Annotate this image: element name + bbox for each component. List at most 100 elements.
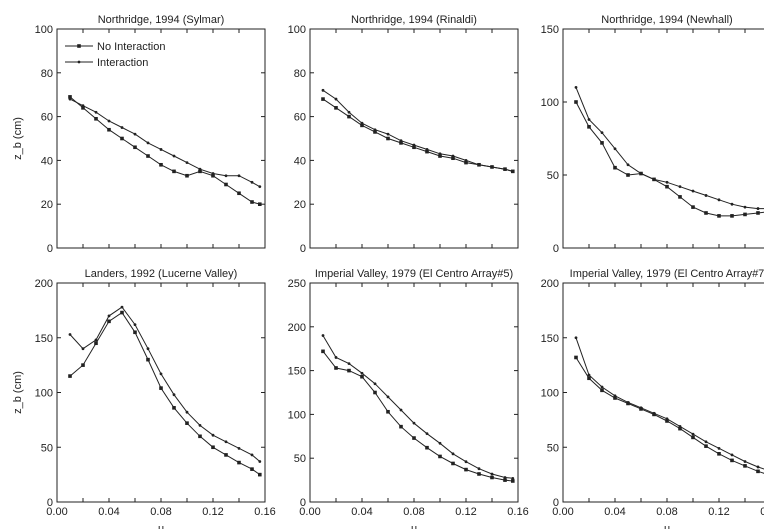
data-point: [120, 136, 124, 141]
data-point: [146, 154, 150, 158]
data-point: [250, 200, 254, 204]
legend-marker: [77, 60, 81, 64]
data-point: [490, 165, 494, 169]
y-tick-label: 20: [41, 199, 53, 211]
data-point: [198, 423, 202, 427]
data-point: [490, 475, 494, 480]
panel-title: Northridge, 1994 (Sylmar): [98, 14, 225, 26]
y-tick-label: 100: [35, 388, 53, 400]
data-point: [133, 330, 137, 335]
data-point: [477, 472, 481, 476]
data-point: [107, 314, 111, 318]
data-point: [334, 106, 338, 110]
data-point: [425, 432, 429, 436]
data-point: [665, 180, 669, 184]
data-point: [237, 446, 241, 450]
data-point: [438, 441, 442, 445]
data-point: [224, 182, 228, 187]
data-point: [373, 128, 377, 132]
data-point: [360, 374, 364, 379]
data-point: [574, 355, 578, 360]
data-point: [258, 460, 262, 463]
data-point: [678, 195, 682, 199]
x-axis-label: u: [411, 523, 417, 529]
data-point: [639, 172, 643, 175]
x-tick-label: 0.04: [351, 506, 372, 518]
y-tick-label: 150: [288, 366, 306, 378]
data-point: [399, 424, 403, 429]
data-point: [704, 444, 708, 448]
data-point: [704, 440, 708, 444]
data-point: [438, 454, 442, 459]
data-point: [237, 174, 241, 178]
data-point: [159, 162, 163, 167]
data-point: [360, 123, 364, 128]
data-point: [120, 126, 124, 129]
y-tick-label: 0: [553, 497, 559, 509]
y-tick-label: 40: [294, 155, 306, 167]
data-point: [334, 356, 338, 359]
data-point: [68, 374, 72, 378]
legend-label: No Interaction: [97, 41, 165, 53]
data-point: [652, 177, 656, 181]
series-no-interaction: [574, 100, 764, 218]
series-interaction: [574, 336, 764, 470]
data-point: [250, 453, 254, 457]
data-point: [678, 426, 682, 431]
data-point: [94, 338, 98, 342]
data-point: [665, 419, 669, 423]
y-tick-label: 50: [547, 170, 559, 182]
series-interaction: [574, 86, 764, 210]
data-point: [224, 440, 228, 444]
y-tick-label: 20: [294, 199, 306, 211]
data-point: [600, 131, 604, 135]
y-axis-label: z_b (cm): [12, 117, 24, 160]
y-tick-label: 40: [41, 155, 53, 167]
y-tick-label: 250: [288, 278, 306, 290]
data-point: [678, 185, 682, 189]
series-no-interaction: [68, 310, 262, 477]
series-line: [322, 335, 513, 479]
plot-frame: [562, 282, 764, 503]
data-point: [756, 465, 760, 469]
data-point: [107, 119, 111, 123]
data-point: [464, 467, 468, 472]
data-point: [224, 453, 228, 457]
data-point: [756, 207, 760, 210]
data-point: [626, 163, 630, 167]
series-line: [575, 101, 764, 217]
x-tick-label: 0.00: [552, 506, 573, 518]
data-point: [185, 421, 189, 425]
data-point: [691, 435, 695, 440]
x-tick-label: 0.08: [656, 506, 677, 518]
series-line: [69, 96, 260, 205]
data-point: [587, 125, 591, 129]
y-tick-label: 200: [288, 322, 306, 334]
x-axis-label: u: [158, 523, 164, 529]
plot-frame: [56, 282, 266, 503]
series-interaction: [321, 88, 515, 173]
data-point: [613, 147, 617, 151]
data-point: [347, 110, 351, 114]
y-tick-label: 60: [294, 112, 306, 124]
data-point: [198, 167, 202, 171]
data-point: [321, 88, 325, 92]
data-point: [172, 154, 176, 158]
data-point: [211, 172, 215, 175]
series-line: [575, 337, 764, 470]
data-point: [626, 173, 630, 177]
data-point: [425, 149, 429, 154]
series-line: [322, 350, 513, 482]
x-tick-label: 0.00: [46, 506, 67, 518]
data-point: [360, 371, 364, 375]
series-interaction: [68, 305, 262, 463]
y-tick-label: 50: [41, 442, 53, 454]
data-point: [373, 390, 377, 395]
data-point: [613, 394, 617, 398]
data-point: [691, 189, 695, 193]
series-no-interaction: [68, 95, 262, 206]
data-point: [159, 372, 163, 376]
panel-title: Imperial Valley, 1979 (El Centro Array#7: [570, 268, 764, 280]
data-point: [107, 319, 111, 324]
x-tick-label: 0.04: [98, 506, 119, 518]
